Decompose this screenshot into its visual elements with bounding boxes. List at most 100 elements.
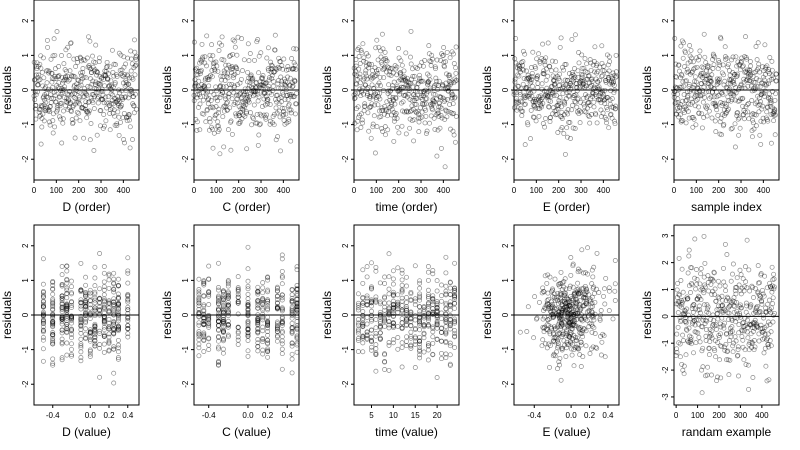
residual-point: [258, 82, 264, 88]
residual-point: [592, 85, 598, 91]
residual-point: [427, 85, 433, 91]
residual-point: [216, 318, 221, 324]
residual-point: [548, 309, 554, 315]
residual-point: [274, 323, 280, 329]
residual-point: [371, 85, 377, 91]
residual-point: [225, 322, 231, 328]
residual-point: [106, 316, 112, 322]
residual-point: [601, 97, 607, 103]
residual-point: [575, 95, 581, 101]
residual-point: [701, 84, 707, 90]
residual-point: [50, 291, 56, 297]
y-tick-label: 2: [501, 243, 510, 248]
residual-point: [578, 312, 584, 318]
residual-point: [546, 341, 552, 347]
residual-point: [74, 99, 80, 105]
residual-point: [50, 321, 56, 327]
residual-point: [50, 319, 56, 325]
residual-point: [386, 311, 392, 317]
residual-point: [196, 341, 202, 347]
residual-point: [127, 145, 133, 151]
residual-point: [598, 352, 604, 358]
residual-point: [215, 119, 221, 125]
residual-point: [201, 83, 207, 89]
residual-point: [761, 68, 767, 74]
residual-point: [71, 56, 77, 62]
residual-point: [576, 291, 582, 297]
residual-point: [682, 312, 687, 318]
residual-point: [382, 294, 388, 300]
residual-point: [686, 101, 692, 107]
residual-point: [390, 276, 396, 282]
residual-point: [760, 64, 765, 70]
y-axis-label: residuals: [0, 66, 14, 114]
residual-point: [750, 120, 756, 126]
residual-point: [545, 317, 551, 323]
residual-point: [115, 337, 121, 343]
residual-point: [64, 307, 70, 313]
residual-point: [80, 69, 86, 75]
residual-point: [562, 325, 567, 331]
residual-point: [425, 343, 431, 349]
residual-point: [529, 77, 535, 83]
residual-point: [586, 73, 592, 79]
residual-point: [290, 94, 296, 100]
residual-point: [581, 95, 586, 101]
y-tick-label: -2: [661, 366, 670, 374]
residual-point: [216, 294, 221, 300]
residual-point: [408, 345, 414, 351]
residual-point: [599, 73, 605, 79]
residual-point: [610, 316, 616, 322]
residual-point: [40, 358, 46, 364]
residual-point: [563, 305, 569, 311]
residual-point: [254, 120, 260, 126]
residual-point: [390, 323, 396, 329]
residual-point: [568, 315, 574, 321]
residual-point: [118, 119, 123, 125]
residual-point: [60, 120, 66, 126]
residual-point: [37, 77, 43, 83]
residual-point: [377, 320, 383, 326]
residual-point: [566, 303, 572, 309]
residual-point: [439, 115, 445, 121]
residual-point: [223, 104, 229, 110]
residual-point: [570, 323, 576, 329]
residual-point: [726, 98, 732, 104]
residual-point: [216, 334, 221, 339]
residual-point: [284, 67, 289, 73]
residual-point: [698, 266, 704, 272]
residual-point: [584, 301, 590, 307]
residual-point: [249, 88, 255, 94]
residual-point: [568, 136, 573, 141]
residual-point: [360, 324, 366, 330]
residual-point: [552, 108, 558, 114]
residual-point: [360, 333, 366, 339]
residual-point: [399, 270, 405, 276]
residual-point: [373, 346, 379, 352]
residual-point: [255, 142, 261, 148]
residual-point: [220, 297, 226, 303]
residual-point: [439, 293, 444, 299]
residual-point: [583, 328, 589, 334]
residual-point: [369, 297, 374, 303]
residual-point: [683, 120, 689, 126]
residual-point: [224, 107, 230, 113]
residual-point: [39, 116, 45, 121]
residual-point: [551, 309, 557, 314]
residual-point: [692, 236, 698, 242]
residual-point: [231, 101, 237, 107]
residual-point: [92, 94, 97, 100]
residual-point: [430, 299, 436, 305]
residual-point: [564, 310, 570, 316]
residual-point: [408, 297, 414, 303]
residual-point: [764, 104, 770, 110]
residual-point: [59, 304, 65, 310]
residual-point: [64, 291, 70, 297]
residual-point: [555, 294, 561, 300]
residual-point: [225, 303, 231, 308]
residual-point: [701, 65, 706, 71]
residual-point: [220, 321, 226, 327]
residual-point: [238, 96, 244, 102]
residual-point: [355, 336, 361, 341]
residual-point: [715, 374, 720, 380]
